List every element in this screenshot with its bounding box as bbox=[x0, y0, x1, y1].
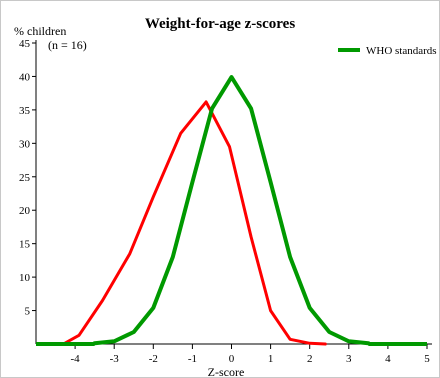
y-tick-label: 45 bbox=[19, 38, 31, 50]
y-tick-label: 20 bbox=[19, 205, 31, 217]
x-tick-label: 4 bbox=[385, 353, 391, 365]
x-tick-label: -3 bbox=[110, 353, 120, 365]
x-ticks: -4 -3 -2 -1 0 1 2 3 4 5 bbox=[71, 344, 430, 365]
series-lines bbox=[36, 75, 427, 346]
y-tick-label: 40 bbox=[19, 71, 31, 83]
legend: WHO standards bbox=[338, 45, 437, 57]
x-tick-label: 2 bbox=[307, 353, 313, 365]
children-zscore-line bbox=[61, 100, 327, 346]
chart-title: Weight-for-age z-scores bbox=[145, 16, 296, 32]
x-tick-label: -2 bbox=[149, 353, 158, 365]
x-tick-label: 1 bbox=[268, 353, 274, 365]
sample-size-note: (n = 16) bbox=[48, 38, 87, 52]
who-standards-line bbox=[92, 75, 371, 346]
x-tick-label: 5 bbox=[424, 353, 430, 365]
y-tick-label: 15 bbox=[19, 239, 31, 251]
legend-label-who: WHO standards bbox=[366, 45, 437, 57]
x-tick-label: -1 bbox=[188, 353, 197, 365]
y-tick-label: 5 bbox=[25, 306, 31, 318]
y-axis-label: % children bbox=[14, 24, 66, 38]
x-tick-label: 0 bbox=[229, 353, 235, 365]
y-tick-label: 10 bbox=[19, 272, 31, 284]
y-tick-label: 35 bbox=[19, 105, 31, 117]
x-tick-label: -4 bbox=[71, 353, 81, 365]
y-ticks: 5 10 15 20 25 30 35 40 45 bbox=[19, 38, 36, 318]
y-tick-label: 25 bbox=[19, 172, 31, 184]
y-tick-label: 30 bbox=[19, 138, 31, 150]
x-tick-label: 3 bbox=[346, 353, 352, 365]
x-axis-label: Z-score bbox=[208, 365, 245, 378]
